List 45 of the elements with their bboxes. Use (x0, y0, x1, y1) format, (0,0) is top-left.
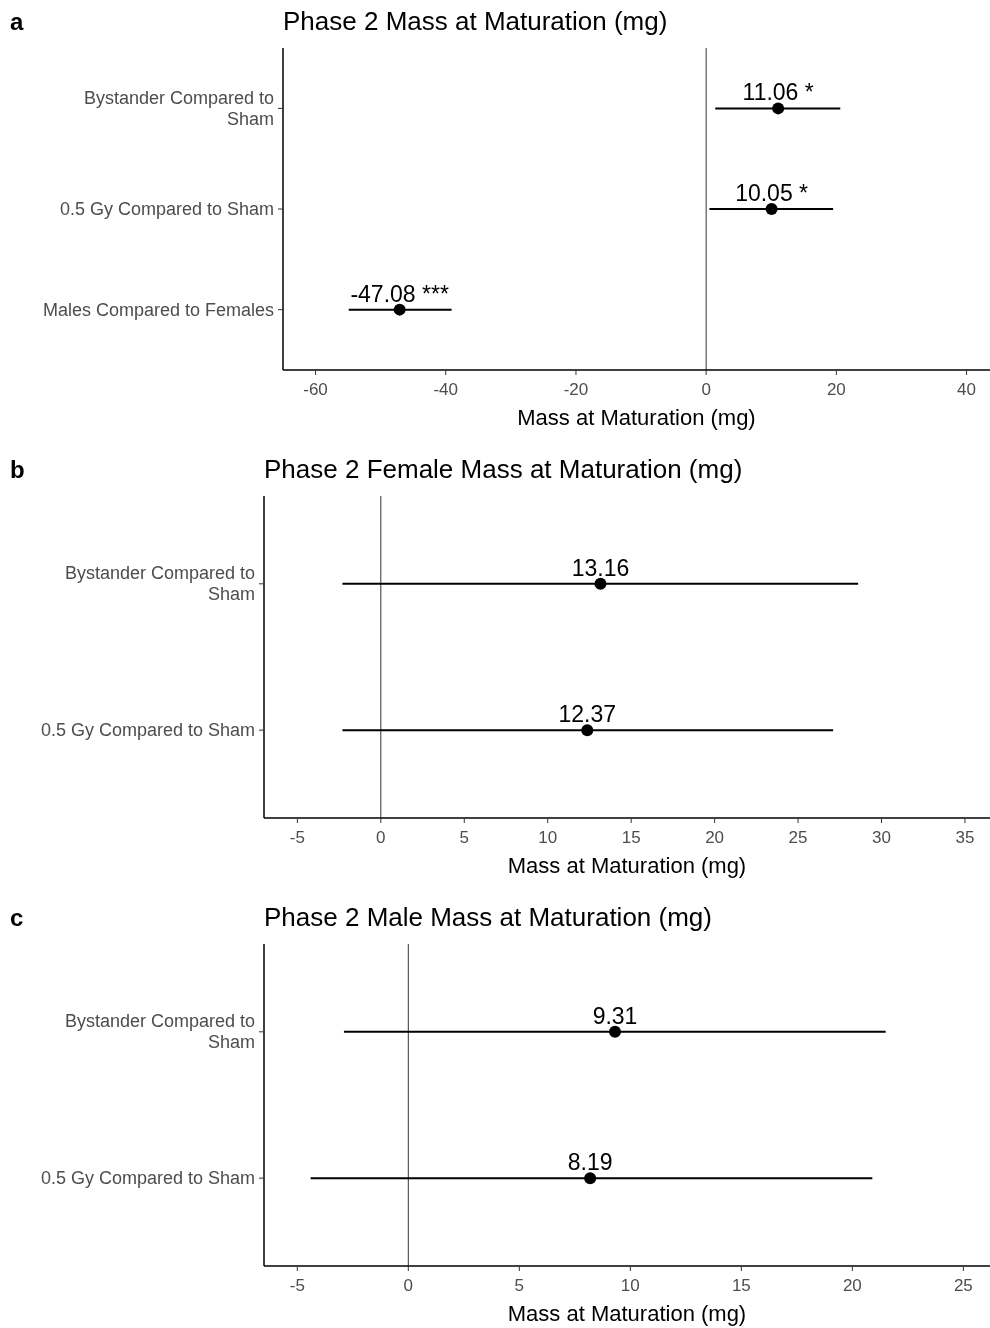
data-label: 8.19 (567, 1149, 613, 1176)
data-label: 9.31 (592, 1002, 638, 1029)
chart-title: Phase 2 Male Mass at Maturation (mg) (264, 902, 712, 932)
x-tick-label: 30 (872, 828, 891, 847)
data-label: 12.37 (558, 701, 617, 728)
x-tick-label: -40 (433, 380, 459, 399)
text: b (10, 456, 25, 483)
x-tick-label: 20 (705, 828, 725, 847)
y-tick-label: 0.5 Gy Compared to Sham (40, 1168, 255, 1189)
text: c (10, 904, 24, 931)
x-tick-label: 25 (953, 1276, 973, 1295)
x-tick-label: 0 (403, 1276, 414, 1295)
y-tick-label: Bystander Compared to Sham (83, 87, 274, 129)
data-label: 11.06 * (742, 79, 814, 106)
x-tick-label: 5 (514, 1276, 525, 1295)
x-tick-label: 40 (957, 380, 977, 399)
y-tick-label: Bystander Compared to Sham (64, 563, 255, 605)
y-tick-label: 0.5 Gy Compared to Sham (40, 720, 255, 741)
data-label: 13.16 (571, 554, 630, 581)
y-tick-label: Males Compared to Females (42, 299, 274, 320)
x-tick-label: 20 (842, 1276, 862, 1295)
x-tick-label: 0 (376, 828, 386, 847)
x-tick-label: 15 (731, 1276, 751, 1295)
y-tick-label: 0.5 Gy Compared to Sham (59, 199, 274, 219)
chart-title: Phase 2 Mass at Maturation (mg) (283, 6, 668, 36)
x-tick-label: 10 (538, 828, 558, 847)
x-axis-title: Mass at Maturation (mg) (517, 405, 756, 430)
x-tick-label: 5 (459, 828, 470, 847)
chart-title: Phase 2 Female Mass at Maturation (mg) (264, 454, 743, 484)
x-tick-label: 35 (955, 828, 975, 847)
x-tick-label: 10 (620, 1276, 640, 1295)
data-label: -47.08 *** (350, 280, 449, 307)
y-tick-label: Bystander Compared to Sham (64, 1011, 255, 1053)
x-tick-label: -60 (303, 380, 328, 399)
x-tick-label: -20 (563, 380, 589, 399)
x-tick-label: 0 (701, 380, 711, 399)
text: a (10, 8, 24, 35)
x-tick-label: 20 (826, 380, 846, 399)
x-axis-title: Mass at Maturation (mg) (507, 853, 747, 878)
x-tick-label: -5 (289, 828, 305, 847)
x-axis-title: Mass at Maturation (mg) (507, 1301, 747, 1326)
x-tick-label: -5 (289, 1276, 305, 1295)
x-tick-label: 25 (788, 828, 808, 847)
x-tick-label: 15 (621, 828, 641, 847)
data-label: 10.05 * (735, 180, 809, 206)
